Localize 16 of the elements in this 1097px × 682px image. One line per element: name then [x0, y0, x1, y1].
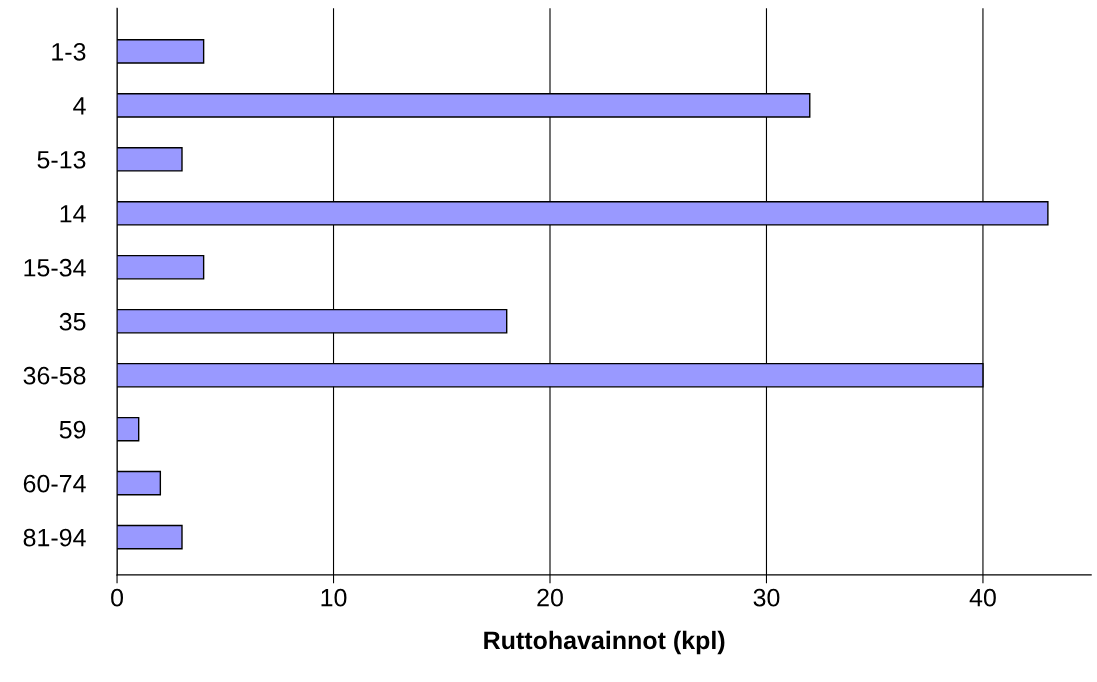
y-tick-label: 4	[73, 97, 86, 115]
x-tick-label: 40	[969, 588, 996, 607]
y-tick-label: 14	[60, 205, 86, 223]
x-tick-label: 10	[321, 588, 347, 607]
x-tick-label: 30	[753, 588, 780, 607]
x-axis-title: Ruttohavainnot (kpl)	[484, 630, 725, 655]
y-tick-label: 59	[59, 420, 86, 439]
y-tick-label: 1-3	[52, 42, 86, 61]
x-tick-label: 0	[111, 588, 124, 607]
y-tick-label: 35	[59, 312, 86, 331]
y-tick-label: 81-94	[23, 528, 86, 547]
y-tick-label: 5-13	[37, 150, 86, 169]
y-tick-label: 15-34	[24, 258, 86, 277]
y-tick-label: 36-58	[23, 366, 86, 385]
y-tick-label: 60-74	[23, 474, 86, 493]
x-tick-label: 20	[537, 588, 563, 607]
